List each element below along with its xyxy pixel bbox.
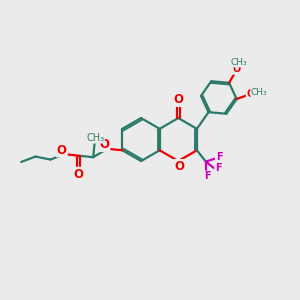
Text: F: F [216,152,222,163]
Text: O: O [232,64,241,74]
Text: F: F [215,163,222,173]
Text: O: O [247,89,255,99]
Text: O: O [100,138,110,151]
Text: O: O [57,143,67,157]
Text: CH₃: CH₃ [251,88,268,98]
Text: O: O [74,168,84,181]
Text: CH₃: CH₃ [230,58,247,67]
Text: O: O [173,93,183,106]
Text: CH₃: CH₃ [86,133,104,143]
Text: O: O [174,160,184,173]
Text: F: F [204,171,210,181]
